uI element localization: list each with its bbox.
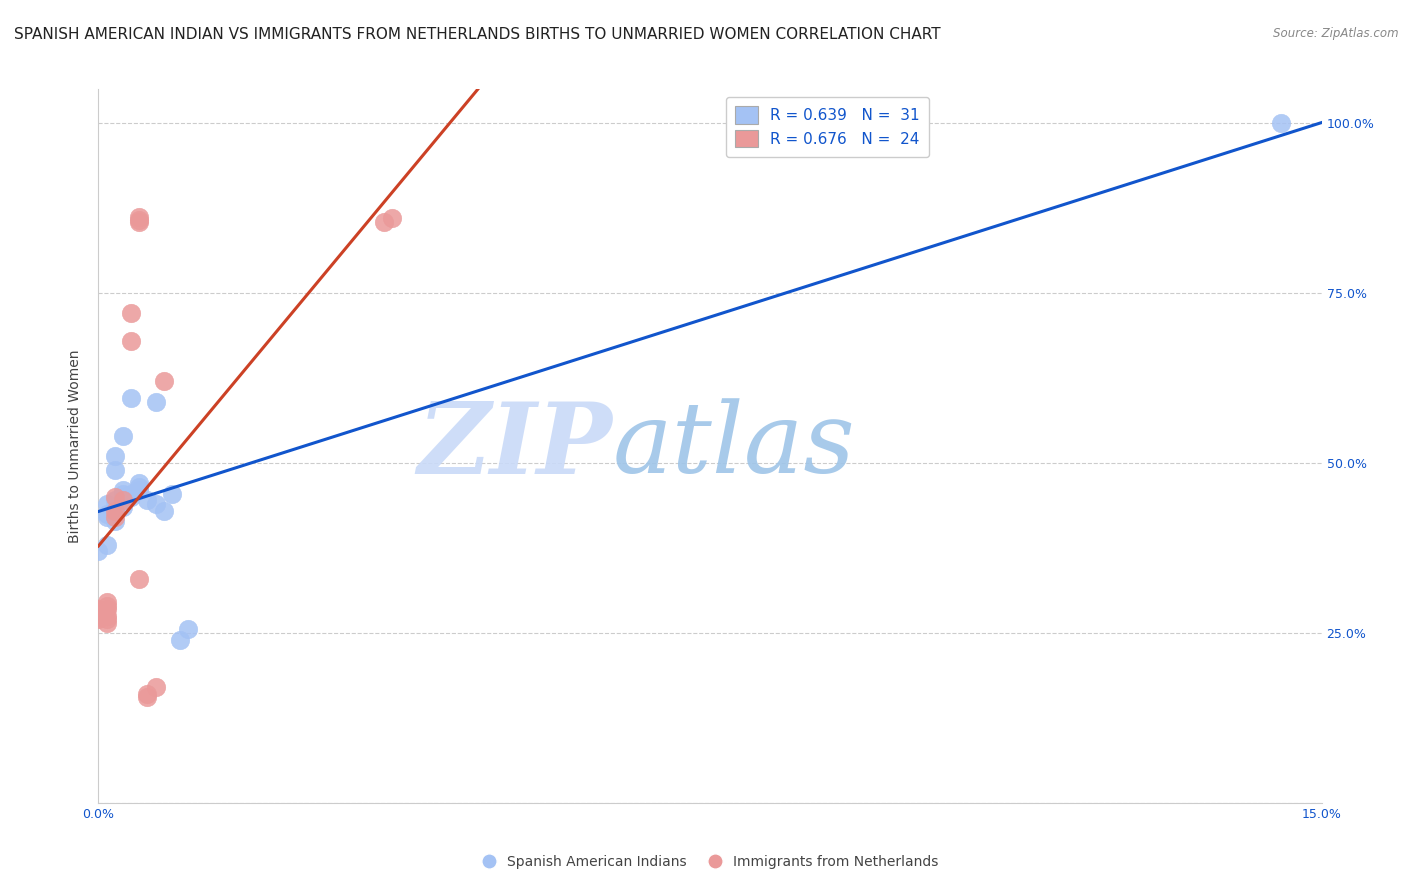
Point [111, 429, 134, 443]
Point [136, 493, 159, 508]
Point [96, 599, 118, 613]
Point [120, 486, 142, 500]
Point [104, 490, 127, 504]
Point [136, 687, 159, 701]
Point [373, 215, 395, 229]
Point [96, 608, 118, 623]
Point [96, 510, 118, 524]
Point [111, 493, 134, 508]
Point [87, 602, 110, 616]
Point [104, 503, 127, 517]
Point [128, 215, 150, 229]
Point [152, 375, 174, 389]
Point [169, 632, 191, 647]
Point [104, 510, 127, 524]
Point [177, 623, 200, 637]
Point [120, 490, 142, 504]
Y-axis label: Births to Unmarried Women: Births to Unmarried Women [69, 350, 83, 542]
Point [136, 690, 159, 705]
Point [111, 486, 134, 500]
Point [128, 572, 150, 586]
Point [104, 463, 127, 477]
Point [120, 392, 142, 406]
Text: ZIP: ZIP [418, 398, 612, 494]
Point [104, 449, 127, 463]
Point [381, 211, 404, 226]
Point [128, 476, 150, 491]
Text: Source: ZipAtlas.com: Source: ZipAtlas.com [1274, 27, 1399, 40]
Point [96, 612, 118, 626]
Point [128, 480, 150, 494]
Point [111, 483, 134, 498]
Point [160, 486, 183, 500]
Point [96, 497, 118, 511]
Point [96, 615, 118, 630]
Point [128, 483, 150, 498]
Point [145, 680, 167, 694]
Text: atlas: atlas [612, 399, 855, 493]
Point [87, 612, 110, 626]
Point [96, 602, 118, 616]
Point [145, 394, 167, 409]
Legend: Spanish American Indians, Immigrants from Netherlands: Spanish American Indians, Immigrants fro… [477, 849, 943, 874]
Point [128, 210, 150, 224]
Point [96, 537, 118, 551]
Point [152, 503, 174, 517]
Point [120, 306, 142, 320]
Point [104, 514, 127, 528]
Point [104, 493, 127, 508]
Point [1270, 116, 1292, 130]
Text: SPANISH AMERICAN INDIAN VS IMMIGRANTS FROM NETHERLANDS BIRTHS TO UNMARRIED WOMEN: SPANISH AMERICAN INDIAN VS IMMIGRANTS FR… [14, 27, 941, 42]
Point [120, 334, 142, 348]
Point [104, 503, 127, 517]
Point [128, 212, 150, 227]
Point [111, 493, 134, 508]
Point [104, 500, 127, 515]
Point [96, 595, 118, 609]
Point [145, 497, 167, 511]
Point [111, 490, 134, 504]
Point [87, 544, 110, 558]
Point [111, 500, 134, 515]
Point [96, 507, 118, 521]
